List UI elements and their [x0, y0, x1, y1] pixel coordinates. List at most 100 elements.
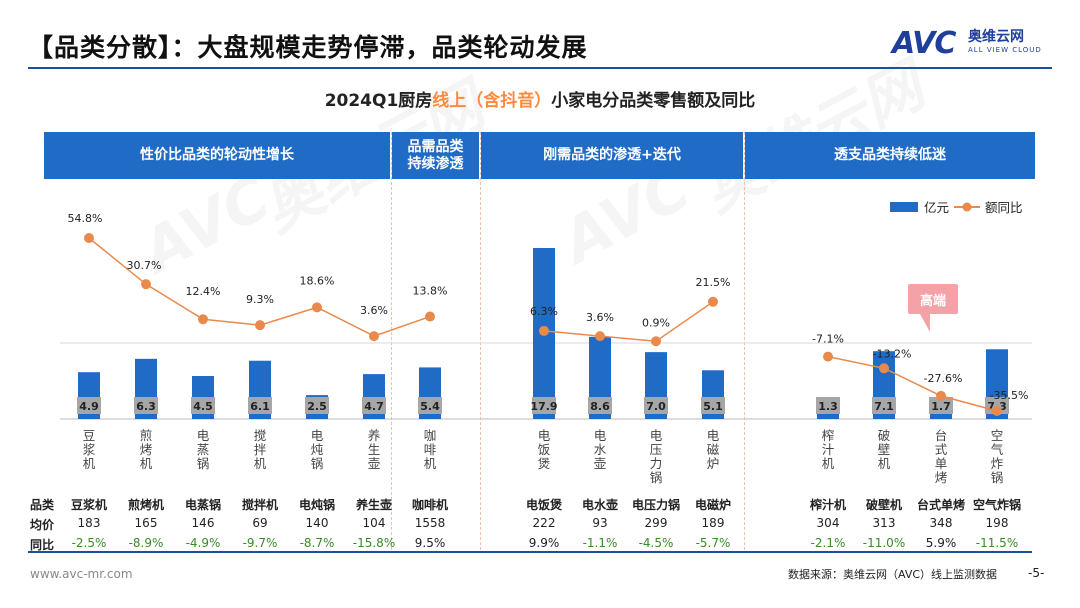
table-cell-price: 299 [644, 516, 668, 530]
table-cell-price: 222 [532, 516, 556, 530]
group-separator [480, 132, 481, 550]
growth-point-养生壶 [369, 331, 379, 342]
category-axis-label: 锅 [311, 456, 324, 471]
category-axis-label: 炉 [707, 456, 720, 471]
bar-value-box [418, 397, 442, 414]
growth-point-搅拌机 [255, 320, 265, 331]
category-axis-label: 机 [822, 456, 835, 471]
category-axis-label: 压 [650, 442, 663, 457]
bar-value-label: 5.4 [420, 400, 440, 413]
table-cell-category: 破壁机 [865, 498, 902, 512]
table-cell-category: 空气炸锅 [972, 498, 1021, 512]
bar-value-label: 17.9 [530, 400, 557, 413]
table-cell-price: 69 [252, 516, 268, 530]
table-cell-price: 165 [134, 516, 158, 530]
growth-data-label: 30.7% [127, 259, 162, 272]
category-axis-label: 机 [83, 456, 96, 471]
segment-band-decline: 透支品类持续低迷 [745, 132, 1035, 179]
bar-value-box [872, 397, 896, 414]
segment-band-demand-label: 品需品类持续渗透 [407, 138, 464, 172]
category-axis-label: 煲 [538, 456, 551, 471]
category-axis-label: 破 [878, 428, 891, 443]
bar-value-label: 7.1 [874, 400, 894, 413]
table-cell-growth: -4.9% [185, 536, 221, 550]
category-axis-label: 锅 [197, 456, 210, 471]
category-axis-label: 拌 [254, 442, 267, 457]
bar-value-label: 4.7 [364, 400, 384, 413]
category-axis-label: 电 [650, 428, 663, 443]
table-cell-price: 140 [305, 516, 329, 530]
table-cell-category: 养生壶 [355, 498, 392, 512]
category-axis-label: 力 [650, 456, 663, 471]
category-axis-label: 壶 [368, 456, 381, 471]
growth-point-电炖锅 [312, 302, 322, 313]
segment-band-value: 性价比品类的轮动性增长 [44, 132, 390, 179]
data-source: 数据来源：奥维云网（AVC）线上监测数据 [788, 568, 998, 581]
table-cell-category: 台式单烤 [916, 498, 965, 512]
table-cell-category: 榨汁机 [809, 498, 846, 512]
bar-value-label: 2.5 [307, 400, 327, 413]
category-axis-label: 机 [254, 456, 267, 471]
growth-data-label: 3.6% [360, 304, 388, 317]
category-axis-label: 空 [991, 428, 1004, 443]
category-axis-label: 炸 [991, 456, 1004, 471]
table-cell-category: 咖啡机 [411, 498, 448, 512]
website-link[interactable]: www.avc-mr.com [30, 567, 133, 581]
bar-value-box [77, 397, 101, 414]
bar-value-box [701, 397, 725, 414]
table-bottom-rule [28, 551, 1032, 553]
category-axis-label: 机 [878, 456, 891, 471]
table-row-category: 品类 豆浆机 煎烤机 电蒸锅 搅拌机 电炖锅 养生壶 咖啡机 电饭煲 电水壶 电压力锅 电磁炉 榨汁机… [30, 496, 1040, 514]
table-cell-growth: 5.9% [925, 536, 957, 550]
category-axis-label: 电 [311, 428, 324, 443]
chart-title-part3: 小家电分品类零售额及同比 [551, 91, 756, 111]
growth-point-电水壶 [595, 331, 605, 342]
growth-data-label: 12.4% [186, 285, 221, 298]
group-separator [391, 132, 392, 550]
table-cell-price: 183 [77, 516, 101, 530]
growth-point-台式单烤 [936, 390, 946, 401]
category-axis-label: 浆 [83, 442, 96, 457]
table-cell-category: 搅拌机 [241, 498, 278, 512]
table-cell-category: 电蒸锅 [184, 498, 221, 512]
table-cell-category: 豆浆机 [70, 498, 107, 512]
growth-data-label: -7.1% [812, 333, 844, 346]
growth-line [827, 355, 998, 412]
row-label: 同比 [30, 538, 55, 552]
growth-point-电磁炉 [708, 296, 718, 307]
growth-point-空气炸锅 [992, 406, 1002, 417]
table-cell-growth: -1.1% [582, 536, 618, 550]
table-cell-price: 1558 [414, 516, 446, 530]
chart-title: 2024Q1厨房线上（含抖音）小家电分品类零售额及同比 [0, 86, 1080, 111]
category-axis-label: 台 [935, 428, 948, 443]
growth-point-电压力锅 [651, 336, 661, 347]
table-cell-category: 电磁炉 [694, 498, 731, 512]
premium-callout: 高端 [908, 284, 958, 314]
category-axis-label: 搅 [254, 428, 267, 443]
table-cell-price: 104 [362, 516, 386, 530]
growth-point-破壁机 [879, 363, 889, 374]
bar-value-label: 4.9 [79, 400, 99, 413]
table-cell-growth: -2.1% [810, 536, 846, 550]
category-axis-label: 式 [935, 442, 948, 457]
bar-value-box [248, 397, 272, 414]
table-cell-category: 电炖锅 [298, 498, 335, 512]
category-axis-label: 电 [707, 428, 720, 443]
table-cell-growth: -8.9% [128, 536, 164, 550]
table-cell-price: 198 [985, 516, 1009, 530]
table-cell-price: 348 [929, 516, 953, 530]
bar-value-box [134, 397, 158, 414]
bar-value-box [191, 397, 215, 414]
growth-point-榨汁机 [823, 351, 833, 362]
growth-point-电饭煲 [539, 325, 549, 336]
table-cell-growth: -5.7% [695, 536, 731, 550]
growth-line [543, 301, 714, 343]
category-axis-label: 机 [424, 456, 437, 471]
growth-point-煎烤机 [141, 279, 151, 290]
legend-line-label: 额同比 [985, 200, 1023, 215]
bar-value-box [532, 397, 556, 414]
table-cell-price: 304 [816, 516, 840, 530]
category-axis-label: 机 [140, 456, 153, 471]
growth-point-咖啡机 [425, 311, 435, 322]
